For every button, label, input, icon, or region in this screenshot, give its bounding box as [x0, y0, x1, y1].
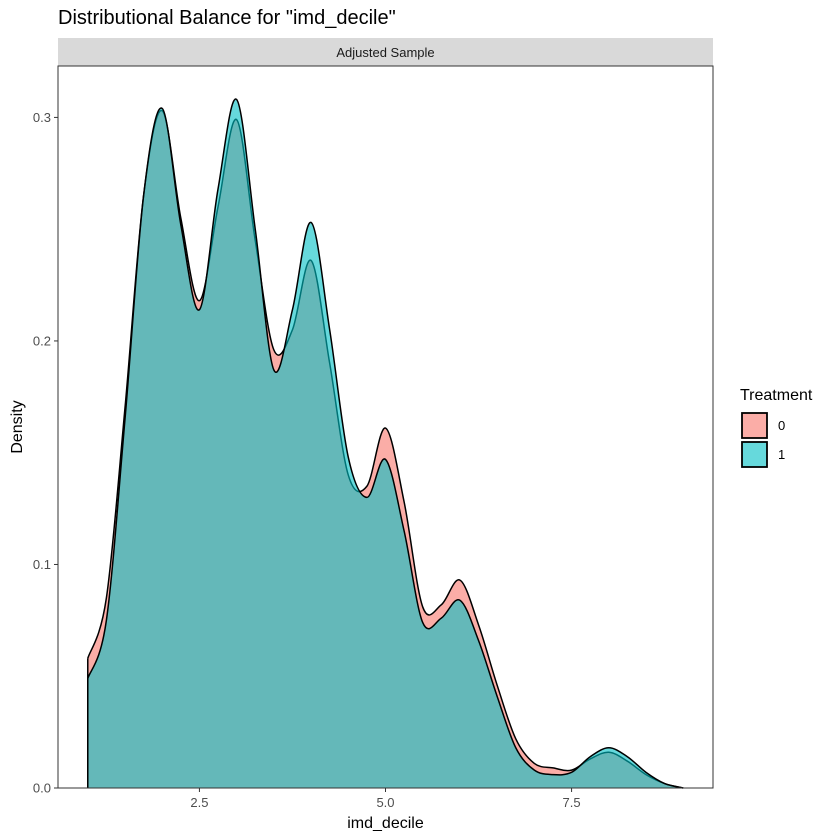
legend-key-swatch: [741, 441, 768, 468]
y-axis: 0.0 0.1 0.2 0.3: [33, 110, 58, 796]
y-tick-label: 0.2: [33, 333, 51, 348]
legend-item-0: 0: [741, 412, 785, 439]
density-line-series-1: [87, 98, 684, 789]
x-axis-title: imd_decile: [347, 815, 424, 832]
x-tick-label: 7.5: [563, 795, 581, 810]
legend-title: Treatment: [740, 387, 813, 404]
legend: Treatment 0 1: [740, 387, 813, 468]
facet-strip: [58, 38, 713, 66]
y-tick-label: 0.3: [33, 110, 51, 125]
legend-item-1: 1: [741, 441, 785, 468]
density-areas: [87, 98, 684, 789]
facet-strip-label: Adjusted Sample: [336, 45, 434, 60]
chart-title: Distributional Balance for "imd_decile": [58, 7, 396, 29]
legend-label: 1: [778, 447, 785, 462]
density-area-series-1: [87, 99, 684, 789]
legend-key-swatch: [741, 412, 768, 439]
x-axis: 2.5 5.0 7.5: [190, 788, 581, 810]
x-tick-label: 2.5: [190, 795, 208, 810]
y-tick-label: 0.1: [33, 557, 51, 572]
x-tick-label: 5.0: [376, 795, 394, 810]
legend-label: 0: [778, 418, 785, 433]
y-axis-title: Density: [9, 400, 26, 453]
y-tick-label: 0.0: [33, 781, 51, 796]
